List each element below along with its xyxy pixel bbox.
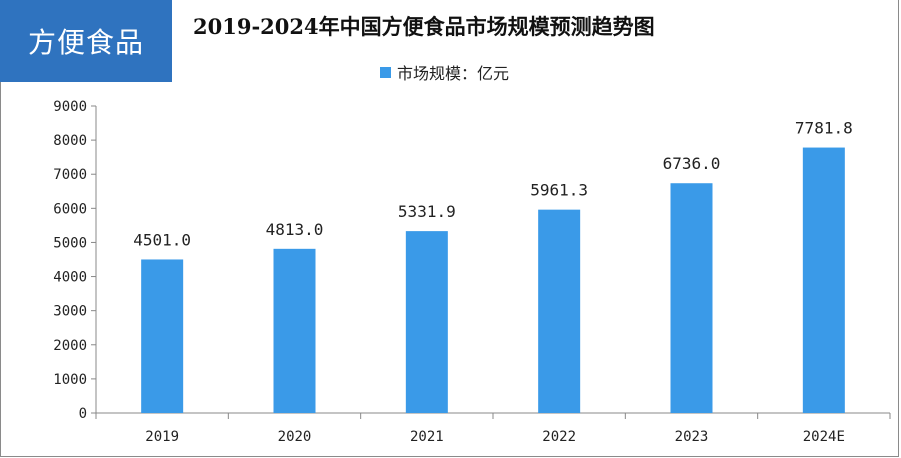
bar (273, 248, 316, 413)
bar (802, 147, 845, 414)
y-tick-label: 0 (79, 406, 87, 422)
y-tick-label: 8000 (53, 133, 87, 149)
chart-legend: 市场规模：亿元 (380, 62, 510, 83)
data-label: 7781.8 (795, 119, 853, 138)
bar (405, 231, 448, 413)
x-tick-label: 2019 (145, 429, 179, 445)
legend-swatch (380, 66, 391, 78)
x-tick-label: 2021 (410, 429, 444, 445)
y-tick-label: 9000 (53, 99, 87, 115)
bar (538, 209, 581, 413)
data-label: 5331.9 (398, 202, 456, 221)
y-tick-label: 7000 (53, 167, 87, 183)
chart-title: 2019-2024年中国方便食品市场规模预测趋势图 (193, 14, 655, 39)
y-tick-label: 5000 (53, 235, 87, 251)
x-tick-label: 2023 (675, 429, 709, 445)
bar (670, 183, 713, 413)
y-tick-label: 4000 (53, 270, 87, 286)
data-label: 4501.0 (133, 230, 191, 249)
x-tick-label: 2022 (542, 429, 576, 445)
y-tick-label: 6000 (53, 201, 87, 217)
bar (141, 259, 184, 413)
category-tag: 方便食品 (0, 0, 172, 82)
data-label: 4813.0 (266, 220, 324, 239)
x-tick-label: 2020 (278, 429, 312, 445)
data-label: 6736.0 (663, 154, 721, 173)
y-tick-label: 3000 (53, 304, 87, 320)
y-tick-label: 2000 (53, 338, 87, 354)
data-label: 5961.3 (530, 181, 588, 200)
legend-label: 市场规模：亿元 (397, 64, 510, 83)
y-tick-label: 1000 (53, 372, 87, 388)
x-tick-label: 2024E (803, 429, 845, 445)
